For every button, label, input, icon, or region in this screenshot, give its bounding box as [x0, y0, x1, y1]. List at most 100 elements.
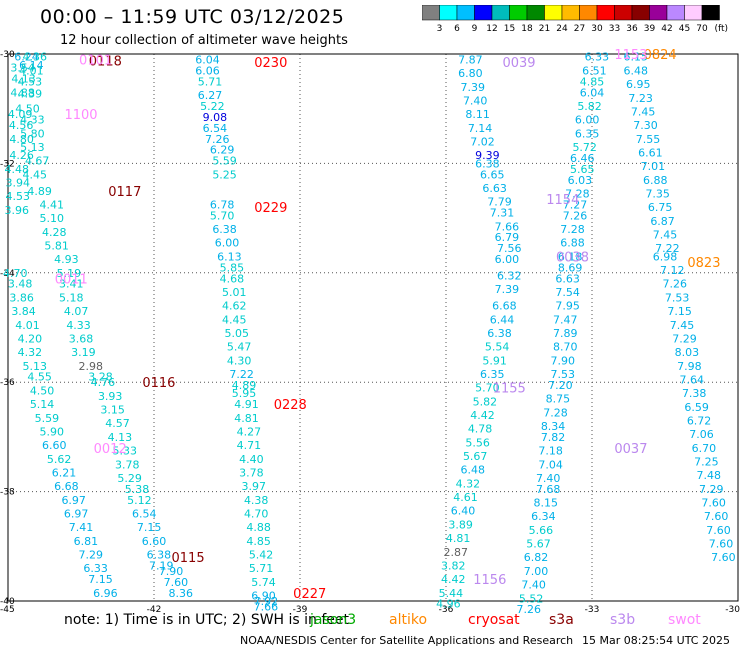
wave-height-value: 9.39	[475, 149, 500, 162]
satellite-legend-item: s3a	[549, 612, 574, 628]
wave-height-value: 5.44	[439, 587, 464, 600]
wave-height-value: 6.75	[648, 201, 673, 214]
pass-time-label: 0118	[89, 55, 122, 70]
wave-height-value: 5.18	[59, 291, 84, 304]
wave-height-value: 6.68	[54, 480, 79, 493]
wave-height-value: 5.91	[482, 354, 507, 367]
wave-height-value: 3.86	[9, 291, 34, 304]
wave-height-value: 7.15	[88, 573, 113, 586]
wave-height-value: 6.61	[638, 146, 663, 159]
colorbar-tick-label: 70	[696, 24, 708, 34]
colorbar-tick-label: 36	[626, 24, 638, 34]
wave-height-value: 6.00	[215, 237, 240, 250]
wave-height-value: 5.85	[220, 261, 245, 274]
wave-height-value: 6.60	[42, 439, 67, 452]
wave-height-value: 6.81	[74, 535, 99, 548]
wave-height-value: 4.81	[234, 412, 259, 425]
wave-height-value: 5.70	[475, 382, 500, 395]
wave-height-value: 7.55	[636, 133, 661, 146]
wave-height-value: 7.01	[641, 160, 666, 173]
satellite-legend-item: jason3	[310, 612, 357, 628]
wave-height-value: 3.54	[10, 62, 35, 75]
pass-time-label: 1155	[493, 382, 526, 397]
wave-height-value: 6.60	[142, 535, 167, 548]
wave-height-value: 3.94	[5, 177, 30, 190]
wave-height-value: 4.45	[23, 168, 48, 181]
wave-height-value: 7.40	[463, 94, 488, 107]
wave-height-value: 4.50	[30, 384, 55, 397]
y-tick-label: -36	[0, 378, 15, 388]
wave-height-value: 4.55	[27, 371, 52, 384]
credit-line: NOAA/NESDIS Center for Satellite Applica…	[240, 634, 574, 647]
wave-height-value: 6.65	[480, 168, 505, 181]
y-tick-label: -30	[0, 50, 15, 60]
wave-height-value: 7.60	[706, 524, 731, 537]
wave-height-value: 3.28	[88, 371, 113, 384]
colorbar-tick-label: 42	[661, 24, 672, 34]
wave-height-value: 6.98	[653, 250, 678, 263]
wave-height-value: 7.14	[468, 122, 493, 135]
wave-height-value: 4.93	[54, 253, 79, 266]
wave-height-value: 6.04	[195, 53, 220, 66]
wave-height-value: 3.93	[98, 390, 123, 403]
wave-height-value: 4.09	[8, 108, 33, 121]
wave-height-value: 7.28	[560, 223, 585, 236]
wave-height-value: 5.10	[40, 212, 65, 225]
wave-height-value: 7.29	[699, 483, 724, 496]
wave-height-value: 5.81	[44, 239, 69, 252]
wave-height-value: 4.67	[25, 155, 50, 168]
wave-height-value: 4.85	[246, 535, 271, 548]
wave-height-value: 4.96	[436, 598, 461, 611]
wave-height-value: 7.40	[536, 472, 561, 485]
wave-height-value: 7.53	[551, 368, 576, 381]
wave-height-value: 7.18	[538, 445, 563, 458]
wave-height-value: 7.60	[711, 551, 736, 564]
wave-height-value: 3.89	[448, 518, 473, 531]
y-tick-label: -32	[0, 159, 15, 169]
colorbar-unit: (ft)	[714, 24, 728, 34]
wave-height-value: 7.26	[662, 278, 687, 291]
wave-height-value: 6.63	[482, 182, 507, 195]
wave-height-value: 6.04	[580, 86, 605, 99]
y-tick-label: -40	[0, 597, 15, 607]
wave-height-value: 4.40	[239, 453, 264, 466]
wave-height-value: 6.38	[212, 223, 237, 236]
pass-time-label: 0824	[644, 48, 677, 63]
wave-height-value: 6.97	[61, 494, 86, 507]
wave-height-value: 3.68	[69, 332, 94, 345]
wave-height-value: 3.15	[100, 404, 125, 417]
wave-height-value: 4.89	[27, 185, 52, 198]
colorbar-tick-label: 9	[472, 24, 478, 34]
wave-height-value: 7.68	[536, 483, 561, 496]
colorbar-tick-label: 45	[679, 24, 690, 34]
wave-height-value: 5.82	[577, 100, 602, 113]
wave-height-value: 4.33	[66, 319, 91, 332]
wave-height-value: 7.29	[78, 549, 103, 562]
wave-height-value: 6.70	[692, 442, 717, 455]
wave-height-value: 5.38	[125, 483, 150, 496]
wave-height-value: 7.04	[538, 458, 563, 471]
wave-height-value: 4.32	[18, 346, 43, 359]
pass-time-label: 0117	[108, 185, 141, 200]
wave-height-value: 4.62	[222, 300, 247, 313]
wave-height-value: 6.48	[624, 64, 649, 77]
wave-height-value: 4.80	[9, 133, 34, 146]
wave-height-value: 4.53	[18, 75, 43, 88]
wave-height-value: 6.96	[93, 587, 118, 600]
pass-time-label: 1154	[546, 193, 579, 208]
wave-height-value: 7.29	[672, 332, 697, 345]
wave-height-value: 3.48	[8, 278, 33, 291]
wave-height-value: 7.89	[553, 327, 578, 340]
wave-height-value: 5.82	[473, 395, 498, 408]
wave-height-value: 7.23	[628, 92, 653, 105]
pass-time-label: 1156	[473, 573, 506, 588]
pass-time-label: 0115	[172, 551, 205, 566]
x-tick-label: -33	[585, 605, 600, 615]
wave-height-value: 5.13	[23, 360, 48, 373]
wave-height-value: 9.08	[203, 111, 228, 124]
wave-height-value: 7.39	[461, 81, 486, 94]
wave-height-value: 6.48	[461, 464, 486, 477]
page-title: 00:00 – 11:59 UTC 03/12/2025	[40, 6, 345, 28]
wave-height-value: 6.06	[195, 64, 220, 77]
wave-height-value: 4.68	[220, 272, 245, 285]
